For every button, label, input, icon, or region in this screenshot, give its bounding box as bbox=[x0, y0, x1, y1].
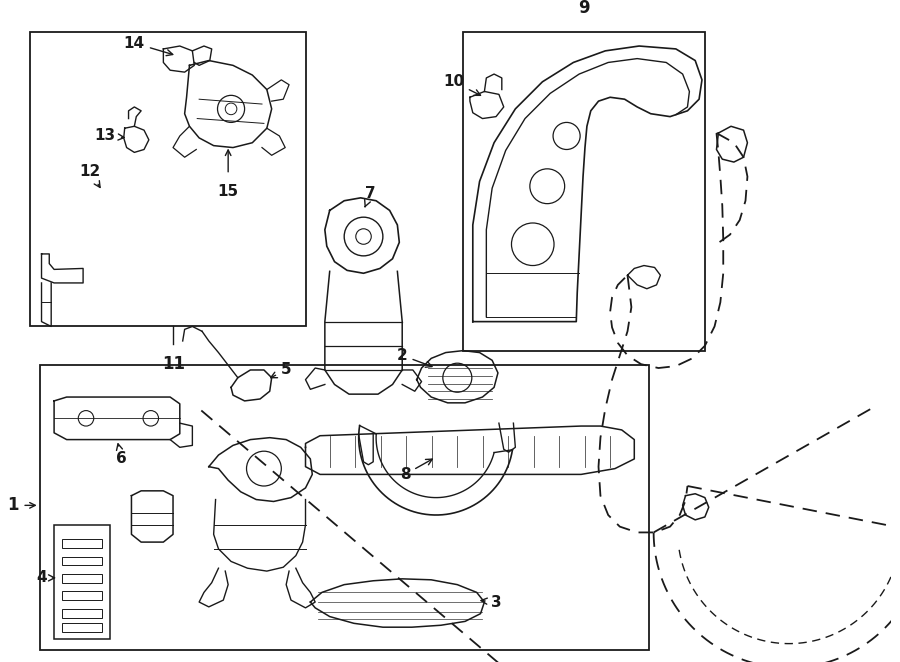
Text: 1: 1 bbox=[7, 496, 18, 514]
Text: 14: 14 bbox=[124, 36, 173, 56]
Text: 7: 7 bbox=[364, 187, 375, 207]
Text: 6: 6 bbox=[116, 444, 127, 467]
Bar bbox=[62, 609, 103, 618]
Text: 13: 13 bbox=[94, 128, 124, 144]
Text: 9: 9 bbox=[578, 0, 590, 17]
Text: 8: 8 bbox=[400, 459, 432, 482]
Bar bbox=[62, 574, 103, 583]
Text: 5: 5 bbox=[271, 363, 292, 378]
Text: 2: 2 bbox=[397, 348, 432, 367]
Text: 12: 12 bbox=[79, 164, 101, 187]
Text: 10: 10 bbox=[443, 74, 481, 95]
Bar bbox=[62, 557, 103, 565]
Bar bbox=[40, 365, 649, 650]
Text: 15: 15 bbox=[218, 184, 238, 199]
Bar bbox=[464, 32, 705, 351]
Bar bbox=[54, 525, 110, 639]
Text: 4: 4 bbox=[36, 571, 55, 585]
Text: 3: 3 bbox=[481, 594, 501, 610]
Text: 11: 11 bbox=[162, 355, 184, 373]
Bar bbox=[62, 539, 103, 548]
Bar bbox=[62, 591, 103, 600]
Bar bbox=[30, 32, 305, 326]
Bar bbox=[62, 624, 103, 632]
